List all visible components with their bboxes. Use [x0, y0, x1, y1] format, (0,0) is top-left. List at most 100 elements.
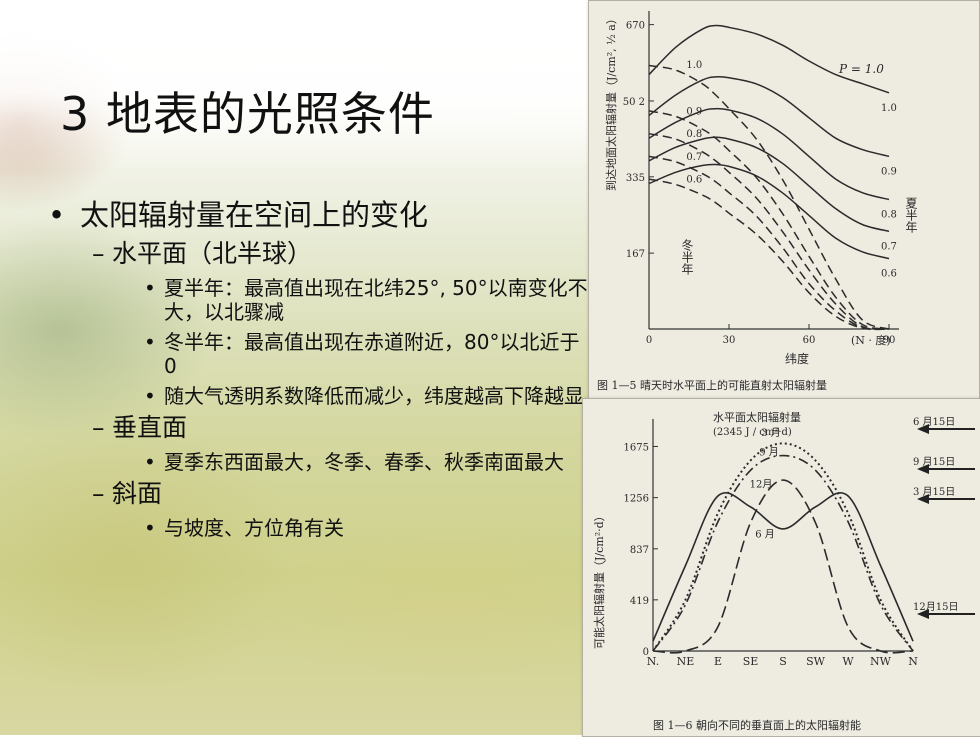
bullet-text: 斜面: [112, 479, 163, 508]
y-tick-label: 419: [630, 596, 649, 607]
figure2-ylabel: 可能太阳辐射量（J/cm²·d）: [592, 510, 606, 649]
bullet-dot-icon: •: [144, 276, 156, 300]
series-label-summer: 0.7: [881, 241, 897, 252]
bullet-text: 太阳辐射量在空间上的变化: [80, 198, 429, 232]
series-label-winter: 1.0: [686, 60, 702, 71]
bullet-level2: – 水平面（北半球）: [48, 238, 588, 270]
arrow-head-icon: [917, 464, 929, 474]
series-label-winter: 0.7: [686, 152, 702, 163]
x-tick-label: NE: [677, 655, 695, 668]
series-line-winter: [648, 155, 890, 331]
bullet-text: 垂直面: [112, 413, 188, 442]
figure1-winter-label: 冬半年: [680, 238, 694, 275]
bullet-list: • 太阳辐射量在空间上的变化 – 水平面（北半球） • 夏半年：最高值出现在北纬…: [48, 196, 588, 540]
figure-horizontal-radiation: 到达地面太阳辐射量（J/cm², ½ a） 纬度 (N · 度) 图 1—5 晴…: [588, 0, 980, 400]
series-line-winter: [648, 64, 890, 330]
figure2-caption: 图 1—6 朝向不同的垂直面上的太阳辐射能: [653, 718, 861, 732]
figure1-chart: 到达地面太阳辐射量（J/cm², ½ a） 纬度 (N · 度) 图 1—5 晴…: [597, 11, 918, 392]
figure1-summer-label: 夏半年: [904, 197, 918, 233]
series-label-summer: 0.6: [881, 269, 897, 280]
y-tick-label: 335: [626, 173, 645, 184]
figure2-chart: 可能太阳辐射量（J/cm²·d） 水平面太阳辐射量 (2345 J / cm²·…: [592, 410, 975, 732]
x-tick-label: 90: [883, 335, 896, 346]
bullet-level3: • 随大气透明系数降低而减少，纬度越高下降越显: [48, 384, 588, 408]
x-tick-label: SW: [806, 655, 826, 668]
bullet-text: 夏季东西面最大，冬季、春季、秋季南面最大: [164, 450, 564, 474]
y-tick-label: 837: [630, 545, 649, 556]
figure1-x-unit: (N · 度): [851, 333, 891, 347]
series-label-winter: 0.9: [686, 106, 702, 117]
x-tick-label: 0: [646, 335, 652, 346]
arrow-label: 6 月15日: [913, 416, 955, 428]
bullet-text: 与坡度、方位角有关: [164, 516, 344, 540]
bullet-dot-icon: •: [144, 330, 156, 354]
x-tick-label: 60: [803, 335, 816, 346]
x-tick-label: W: [842, 655, 854, 668]
series-label-summer: 0.8: [881, 210, 897, 221]
y-tick-label: 1256: [624, 494, 649, 505]
arrow-label: 3 月15日: [913, 486, 955, 498]
bullet-text: 冬半年：最高值出现在赤道附近，80°以北近于0: [164, 330, 580, 378]
arrow-head-icon: [917, 494, 929, 504]
figure2-legend-unit: (2345 J / cm²·d): [713, 427, 792, 438]
bullet-text: 夏半年：最高值出现在北纬25°, 50°以南变化不大，以北骤减: [164, 276, 588, 324]
figure2-legend-title: 水平面太阳辐射量: [713, 410, 801, 424]
arrow-label: 12月15日: [913, 601, 958, 613]
series-label-summer: 1.0: [881, 103, 897, 114]
series-line-winter: [648, 132, 890, 331]
background-fade: [0, 0, 600, 170]
y-tick-label: 0: [643, 647, 649, 658]
bullet-dot-icon: •: [48, 198, 66, 232]
bullet-level3: • 与坡度、方位角有关: [48, 516, 588, 540]
series-line: [652, 442, 914, 652]
x-tick-label: SE: [743, 655, 759, 668]
series-line-summer: [648, 24, 890, 94]
x-tick-label: E: [714, 655, 722, 668]
bullet-level2: – 垂直面: [48, 412, 588, 444]
bullet-dash-icon: –: [92, 239, 105, 268]
curve-label: 3 月: [761, 427, 781, 439]
figure-vertical-radiation: 可能太阳辐射量（J/cm²·d） 水平面太阳辐射量 (2345 J / cm²·…: [582, 398, 980, 737]
series-line-summer: [648, 75, 890, 158]
y-tick-label: 167: [626, 249, 645, 260]
curve-label: 6 月: [755, 528, 775, 540]
series-line-winter: [648, 178, 890, 331]
series-line: [652, 491, 914, 642]
series-label-winter: 0.8: [686, 129, 702, 140]
series-line-summer: [648, 136, 890, 233]
series-label-winter: 0.6: [686, 175, 702, 186]
series-line-summer: [648, 163, 890, 260]
bullet-text: 水平面（北半球）: [112, 239, 313, 268]
y-tick-label: 670: [626, 21, 645, 32]
y-tick-label: 1675: [624, 442, 649, 453]
series-line-winter: [648, 110, 890, 330]
arrow-head-icon: [917, 424, 929, 434]
x-tick-label: 30: [723, 335, 736, 346]
x-tick-label: N.: [647, 655, 659, 668]
series-line: [652, 479, 914, 654]
series-line-summer: [648, 107, 890, 201]
slide-title: 3 地表的光照条件: [60, 87, 435, 141]
bullet-level3: • 冬半年：最高值出现在赤道附近，80°以北近于0: [48, 330, 588, 378]
arrow-label: 9 月15日: [913, 456, 955, 468]
bullet-dash-icon: –: [92, 413, 105, 442]
figure1-xlabel: 纬度: [785, 351, 809, 366]
x-tick-label: N: [908, 655, 918, 668]
arrow-head-icon: [917, 609, 929, 619]
bullet-level1: • 太阳辐射量在空间上的变化: [48, 196, 588, 234]
series-label-summer: 0.9: [881, 166, 897, 177]
curve-label: 9 月: [759, 447, 779, 459]
y-tick-label: 50 2: [623, 97, 645, 108]
bullet-text: 随大气透明系数降低而减少，纬度越高下降越显: [164, 384, 584, 408]
bullet-dot-icon: •: [144, 516, 156, 540]
bullet-dot-icon: •: [144, 384, 156, 408]
x-tick-label: NW: [870, 655, 892, 668]
curve-label: 12月: [750, 478, 773, 490]
figure1-caption: 图 1—5 晴天时水平面上的可能直射太阳辐射量: [597, 378, 827, 392]
bullet-level3: • 夏半年：最高值出现在北纬25°, 50°以南变化不大，以北骤减: [48, 276, 588, 324]
figure1-ylabel: 到达地面太阳辐射量（J/cm², ½ a）: [604, 13, 618, 191]
bullet-dot-icon: •: [144, 450, 156, 474]
bullet-level2: – 斜面: [48, 478, 588, 510]
series-line: [652, 454, 914, 652]
bullet-level3: • 夏季东西面最大，冬季、春季、秋季南面最大: [48, 450, 588, 474]
